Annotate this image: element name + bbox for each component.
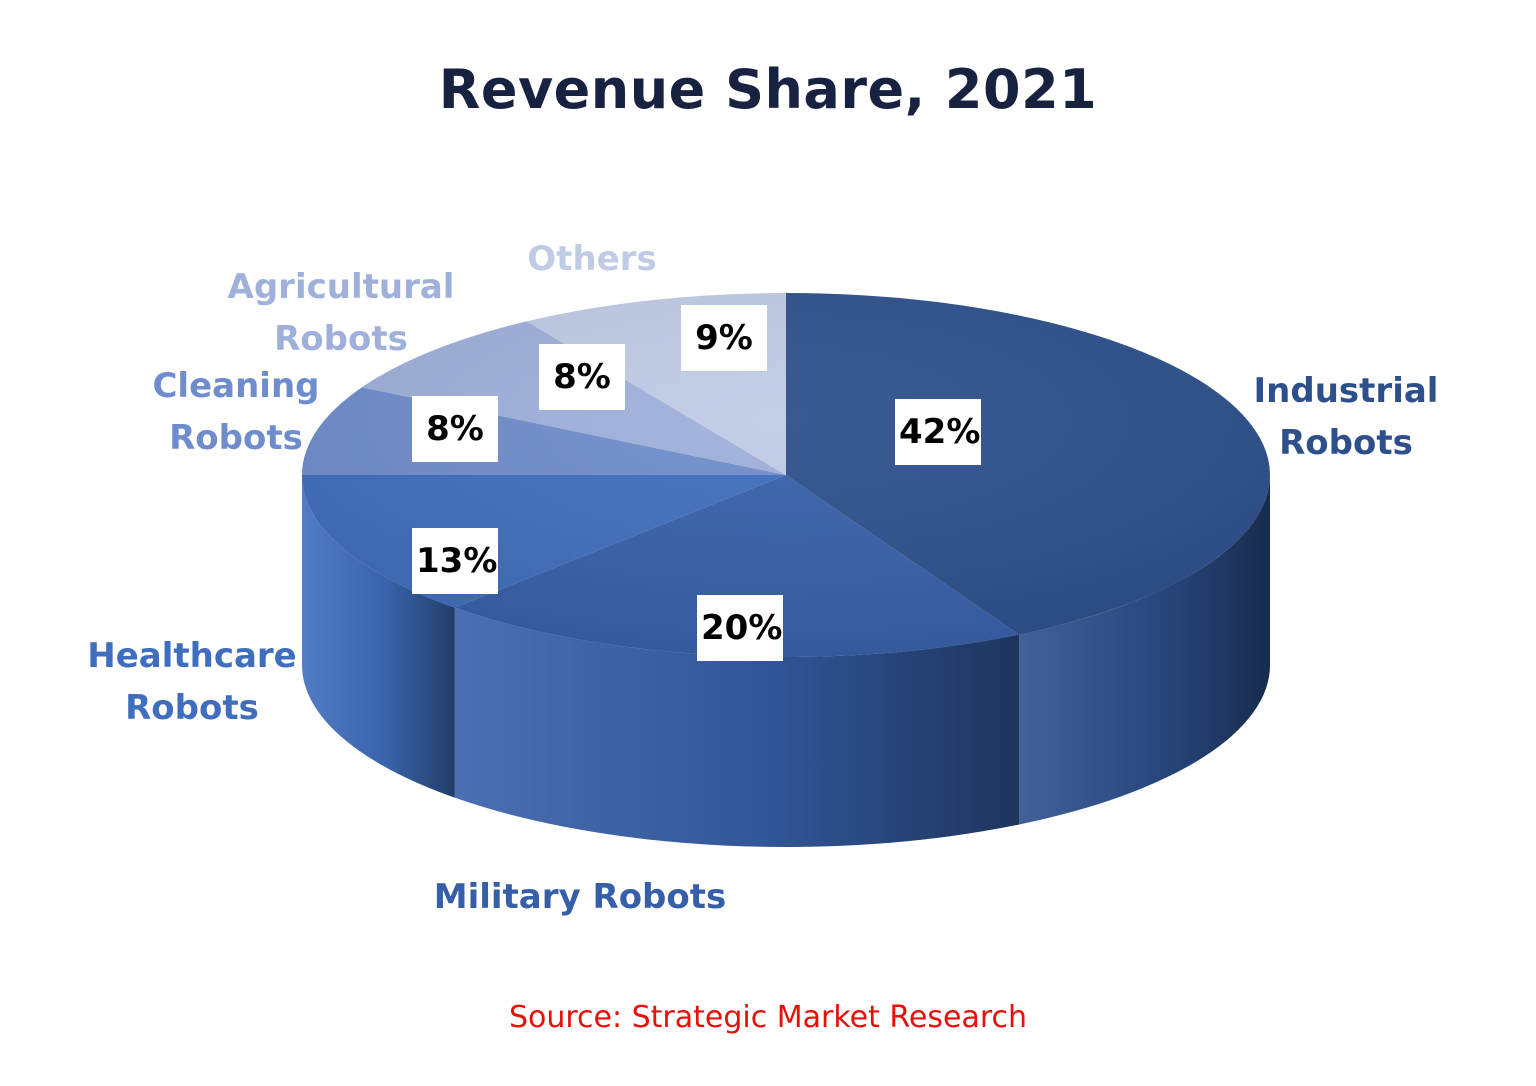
category-label-line: Robots bbox=[169, 418, 303, 458]
data-label-3: 8% bbox=[412, 396, 498, 462]
category-label-line: Robots bbox=[274, 319, 408, 359]
data-label-0: 42% bbox=[895, 399, 981, 465]
category-label-line: Robots bbox=[1279, 423, 1413, 463]
category-label-line: Cleaning bbox=[152, 366, 320, 406]
category-label-1: Military Robots bbox=[400, 871, 760, 923]
category-label-line: Healthcare bbox=[87, 636, 297, 676]
data-label-2: 13% bbox=[412, 528, 498, 594]
chart-title: Revenue Share, 2021 bbox=[438, 58, 1098, 121]
pie-side-shade-1 bbox=[454, 607, 1020, 847]
category-label-0: Industrial Robots bbox=[1166, 365, 1526, 469]
pie-sides bbox=[302, 475, 1270, 847]
category-label-5: Others bbox=[412, 233, 772, 285]
source-note: Source: Strategic Market Research bbox=[508, 1000, 1028, 1035]
category-label-4: Agricultural Robots bbox=[161, 261, 521, 365]
data-label-1: 20% bbox=[697, 595, 783, 661]
category-label-line: Agricultural bbox=[227, 267, 455, 307]
category-label-line: Military Robots bbox=[433, 877, 727, 917]
category-label-line: Industrial bbox=[1253, 371, 1439, 411]
category-label-line: Others bbox=[527, 239, 657, 279]
category-label-2: Healthcare Robots bbox=[12, 630, 372, 734]
pie-side-shade-0 bbox=[1019, 475, 1270, 825]
category-label-line: Robots bbox=[125, 688, 259, 728]
pie-side-shade-2 bbox=[302, 475, 455, 798]
data-label-5: 9% bbox=[681, 305, 767, 371]
category-label-3: Cleaning Robots bbox=[56, 360, 416, 464]
data-label-4: 8% bbox=[539, 344, 625, 410]
